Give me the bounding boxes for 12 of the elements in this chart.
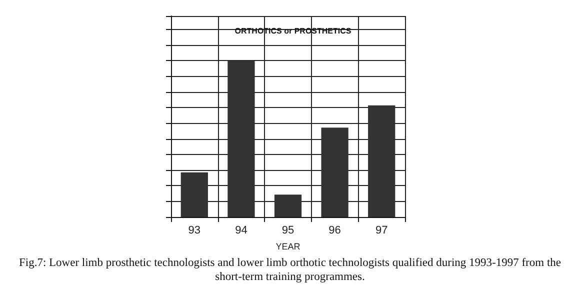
x-tick-label: 96 bbox=[328, 224, 341, 236]
x-tick-label: 94 bbox=[235, 224, 248, 236]
x-tick-label: 97 bbox=[375, 224, 388, 236]
bar bbox=[274, 194, 302, 217]
caption: Fig.7: Lower limb prosthetic technologists and lower limb orthotic technologists qualified during 1993-1997 from the short-term training programmes. bbox=[18, 256, 562, 284]
bar bbox=[368, 105, 396, 217]
bar bbox=[228, 60, 255, 217]
bar bbox=[180, 172, 208, 217]
x-axis-title: YEAR bbox=[276, 242, 301, 252]
bar bbox=[321, 128, 348, 217]
x-tick-label: 95 bbox=[282, 224, 294, 236]
x-tick-label: 93 bbox=[188, 224, 201, 236]
